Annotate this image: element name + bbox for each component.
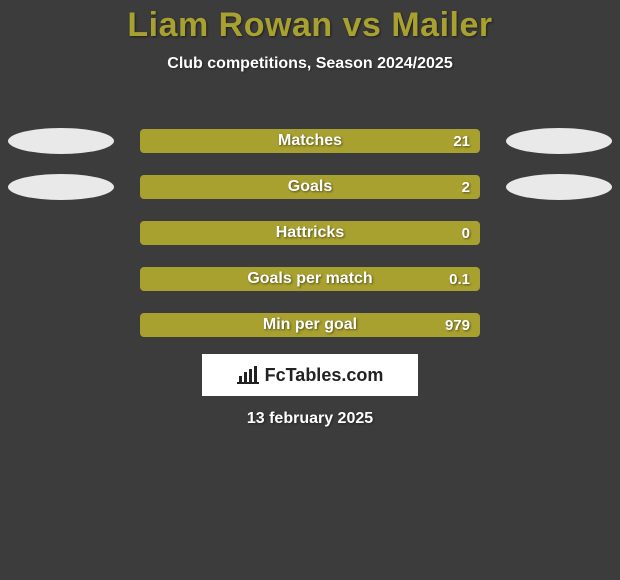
stat-bar [140,313,480,337]
stat-row: Goals2 [0,164,620,210]
stat-bar [140,175,480,199]
subtitle: Club competitions, Season 2024/2025 [0,55,620,73]
player-left-marker [8,128,114,154]
stat-row: Min per goal979 [0,302,620,348]
stat-bar-fill [141,176,479,198]
stat-bar [140,221,480,245]
stat-row: Hattricks0 [0,210,620,256]
player-right-marker [506,128,612,154]
page-title: Liam Rowan vs Mailer [0,0,620,45]
comparison-card: Liam Rowan vs Mailer Club competitions, … [0,0,620,580]
player-right-marker [506,174,612,200]
player-left-marker [8,174,114,200]
stat-bar [140,267,480,291]
stat-row: Matches21 [0,118,620,164]
stat-bar-fill [141,314,479,336]
stat-bar-fill [141,130,479,152]
stat-bar [140,129,480,153]
brand-text: FcTables.com [265,365,384,386]
stat-bar-fill [141,268,479,290]
stats-rows: Matches21Goals2Hattricks0Goals per match… [0,118,620,348]
bar-chart-icon [237,366,259,384]
date-text: 13 february 2025 [0,410,620,428]
stat-bar-fill [141,222,479,244]
stat-row: Goals per match0.1 [0,256,620,302]
brand-badge[interactable]: FcTables.com [202,354,418,396]
